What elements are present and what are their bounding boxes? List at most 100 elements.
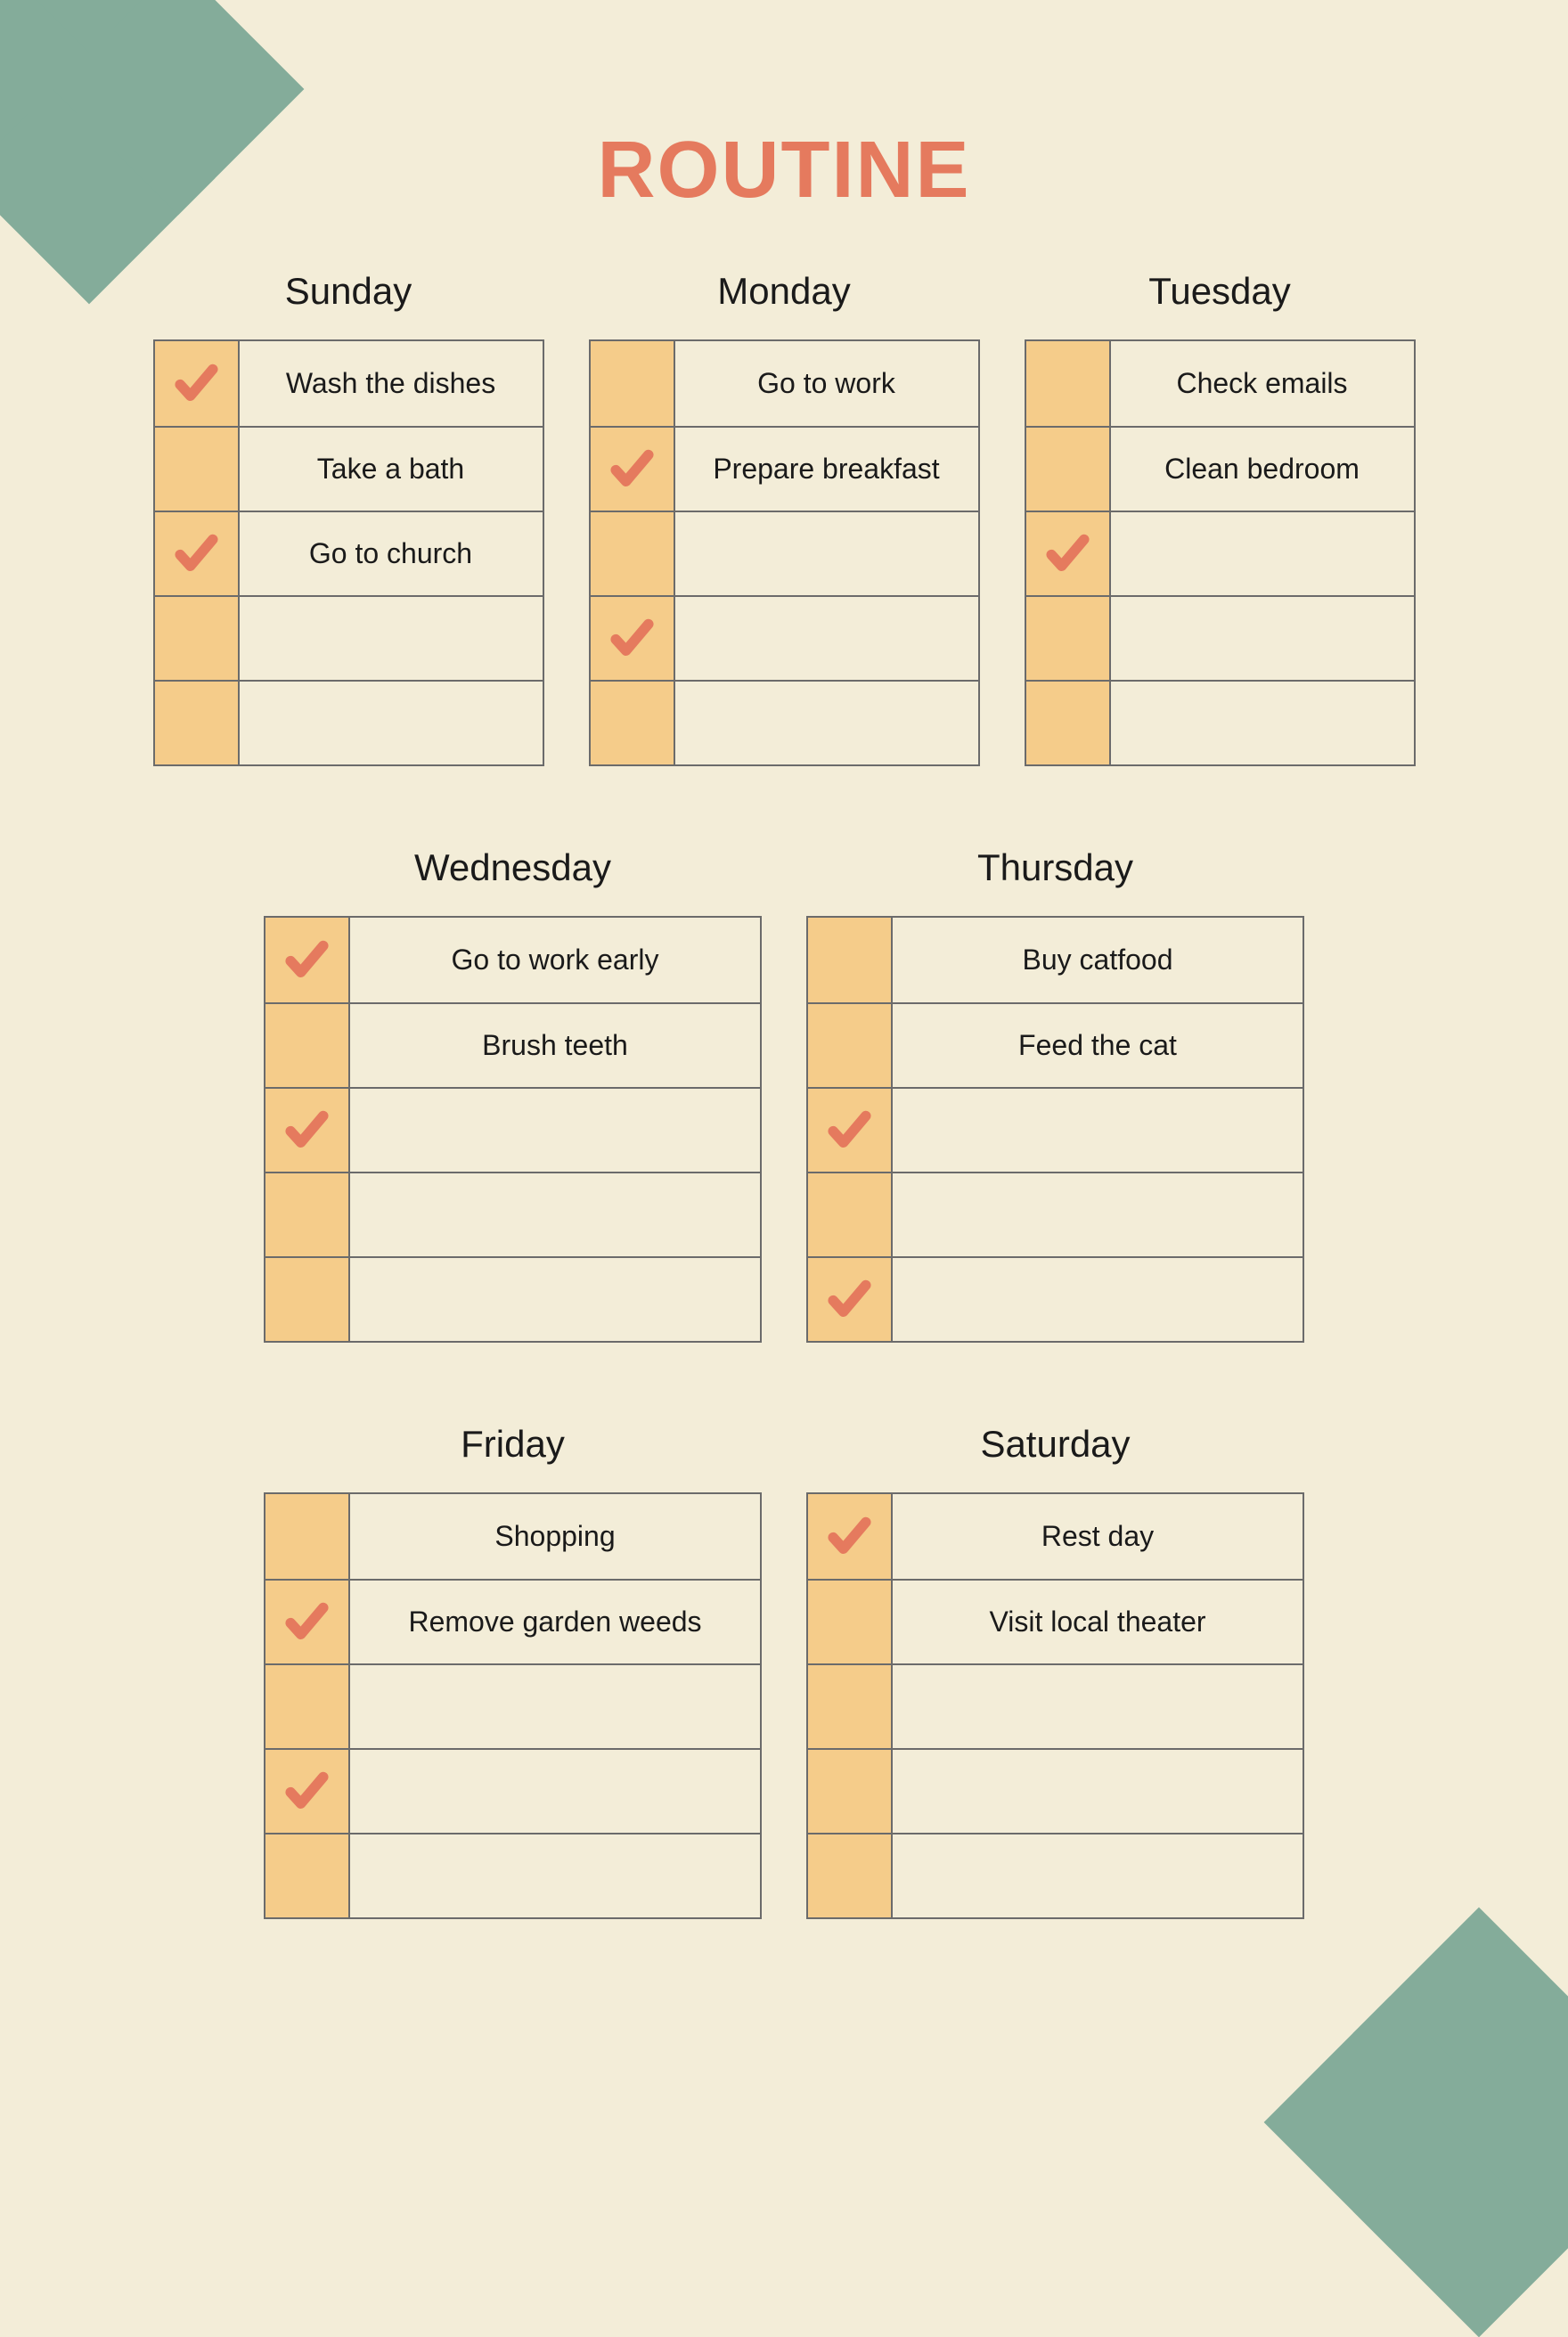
task-checkbox[interactable] [1026, 428, 1111, 511]
task-checkbox[interactable] [155, 512, 240, 595]
task-checkbox[interactable] [808, 1665, 893, 1748]
task-checkbox[interactable] [1026, 512, 1111, 595]
task-row: Shopping [265, 1494, 760, 1579]
day-table: ShoppingRemove garden weeds [264, 1492, 762, 1919]
task-label [350, 1750, 760, 1833]
day-block-monday: Monday Go to workPrepare breakfast [589, 270, 980, 766]
task-checkbox[interactable] [808, 1258, 893, 1341]
task-checkbox[interactable] [155, 597, 240, 680]
check-icon [825, 1512, 874, 1561]
task-row [808, 1833, 1303, 1917]
task-label: Prepare breakfast [675, 428, 978, 511]
task-label: Go to work early [350, 918, 760, 1002]
task-row [591, 680, 978, 764]
task-checkbox[interactable] [265, 1750, 350, 1833]
task-checkbox[interactable] [265, 918, 350, 1002]
task-label [893, 1258, 1303, 1341]
task-label: Brush teeth [350, 1004, 760, 1087]
task-label [240, 597, 543, 680]
task-row [265, 1663, 760, 1748]
task-label: Go to work [675, 341, 978, 426]
task-row: Wash the dishes [155, 341, 543, 426]
day-block-saturday: SaturdayRest dayVisit local theater [806, 1423, 1304, 1919]
check-icon [825, 1275, 874, 1324]
task-label [893, 1665, 1303, 1748]
task-label: Rest day [893, 1494, 1303, 1579]
task-row: Go to work [591, 341, 978, 426]
task-label [240, 682, 543, 764]
task-checkbox[interactable] [265, 1834, 350, 1917]
task-checkbox[interactable] [808, 1173, 893, 1256]
routine-planner: SundayWash the dishesTake a bathGo to ch… [0, 270, 1568, 1919]
task-checkbox[interactable] [265, 1258, 350, 1341]
task-label [350, 1665, 760, 1748]
task-row [1026, 595, 1414, 680]
day-title: Friday [264, 1423, 762, 1466]
task-checkbox[interactable] [155, 341, 240, 426]
task-label [350, 1258, 760, 1341]
task-label [1111, 682, 1414, 764]
task-label [893, 1089, 1303, 1172]
task-row [808, 1172, 1303, 1256]
task-checkbox[interactable] [808, 1581, 893, 1663]
task-checkbox[interactable] [808, 918, 893, 1002]
task-row: Prepare breakfast [591, 426, 978, 511]
task-checkbox[interactable] [808, 1494, 893, 1579]
task-checkbox[interactable] [808, 1004, 893, 1087]
task-checkbox[interactable] [591, 341, 675, 426]
check-icon [282, 1767, 331, 1816]
check-icon [282, 1597, 331, 1647]
task-checkbox[interactable] [808, 1089, 893, 1172]
day-title: Tuesday [1025, 270, 1416, 313]
task-checkbox[interactable] [155, 428, 240, 511]
task-checkbox[interactable] [265, 1089, 350, 1172]
day-table: Go to work earlyBrush teeth [264, 916, 762, 1343]
check-icon [608, 614, 657, 663]
task-row: Feed the cat [808, 1002, 1303, 1087]
task-label [893, 1750, 1303, 1833]
check-icon [1043, 529, 1092, 578]
task-checkbox[interactable] [265, 1665, 350, 1748]
day-block-friday: Friday ShoppingRemove garden weeds [264, 1423, 762, 1919]
task-row [591, 511, 978, 595]
task-row [1026, 680, 1414, 764]
task-row [808, 1748, 1303, 1833]
task-checkbox[interactable] [1026, 341, 1111, 426]
task-checkbox[interactable] [265, 1004, 350, 1087]
day-table: Wash the dishesTake a bathGo to church [153, 339, 544, 766]
task-label [675, 682, 978, 764]
task-row [265, 1087, 760, 1172]
task-row: Go to work early [265, 918, 760, 1002]
check-icon [282, 1106, 331, 1155]
day-block-sunday: SundayWash the dishesTake a bathGo to ch… [153, 270, 544, 766]
task-label: Clean bedroom [1111, 428, 1414, 511]
task-label [1111, 597, 1414, 680]
task-checkbox[interactable] [808, 1834, 893, 1917]
check-icon [172, 359, 221, 408]
task-label: Go to church [240, 512, 543, 595]
task-label [893, 1834, 1303, 1917]
task-checkbox[interactable] [265, 1494, 350, 1579]
day-title: Saturday [806, 1423, 1304, 1466]
task-row [808, 1256, 1303, 1341]
task-checkbox[interactable] [265, 1173, 350, 1256]
task-checkbox[interactable] [265, 1581, 350, 1663]
task-checkbox[interactable] [591, 597, 675, 680]
task-checkbox[interactable] [1026, 682, 1111, 764]
task-checkbox[interactable] [155, 682, 240, 764]
task-row: Brush teeth [265, 1002, 760, 1087]
task-checkbox[interactable] [591, 682, 675, 764]
task-label: Shopping [350, 1494, 760, 1579]
task-label [350, 1089, 760, 1172]
task-checkbox[interactable] [591, 512, 675, 595]
task-checkbox[interactable] [591, 428, 675, 511]
day-block-thursday: ThursdayBuy catfoodFeed the cat [806, 846, 1304, 1343]
check-icon [172, 529, 221, 578]
day-title: Thursday [806, 846, 1304, 889]
task-checkbox[interactable] [808, 1750, 893, 1833]
task-row [265, 1256, 760, 1341]
check-icon [282, 936, 331, 985]
day-title: Monday [589, 270, 980, 313]
day-table: Go to workPrepare breakfast [589, 339, 980, 766]
task-checkbox[interactable] [1026, 597, 1111, 680]
